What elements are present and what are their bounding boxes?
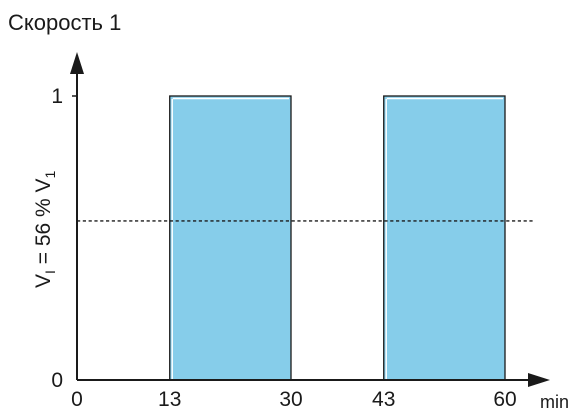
- y-axis-label: VI = 56 % V1: [32, 170, 58, 288]
- x-axis-label: min: [540, 392, 569, 412]
- x-tick-label-13: 13: [158, 388, 181, 411]
- y-tick-label-1: 1: [51, 85, 63, 108]
- y-axis-label-v-subscript: I: [42, 270, 58, 274]
- y-axis-label-v: V: [32, 274, 55, 288]
- y-tick-label-0: 0: [51, 369, 63, 392]
- axes-group: [70, 52, 550, 387]
- bar-1: [169, 95, 292, 381]
- bar-2: [383, 95, 506, 381]
- bars-group: [169, 95, 506, 381]
- x-tick-label-60: 60: [493, 388, 516, 411]
- x-tick-label-30: 30: [279, 388, 302, 411]
- x-tick-label-43: 43: [372, 388, 395, 411]
- x-tick-label-0: 0: [71, 388, 83, 411]
- y-axis-arrow: [70, 52, 84, 74]
- tick-labels-group: 0 13 30 43 60 0 1: [51, 85, 516, 411]
- y-axis-label-rest: = 56 % V: [32, 178, 55, 270]
- x-axis-arrow: [528, 373, 550, 387]
- y-axis-label-rest-subscript: 1: [42, 170, 58, 178]
- chart-title: Скорость 1: [8, 10, 121, 35]
